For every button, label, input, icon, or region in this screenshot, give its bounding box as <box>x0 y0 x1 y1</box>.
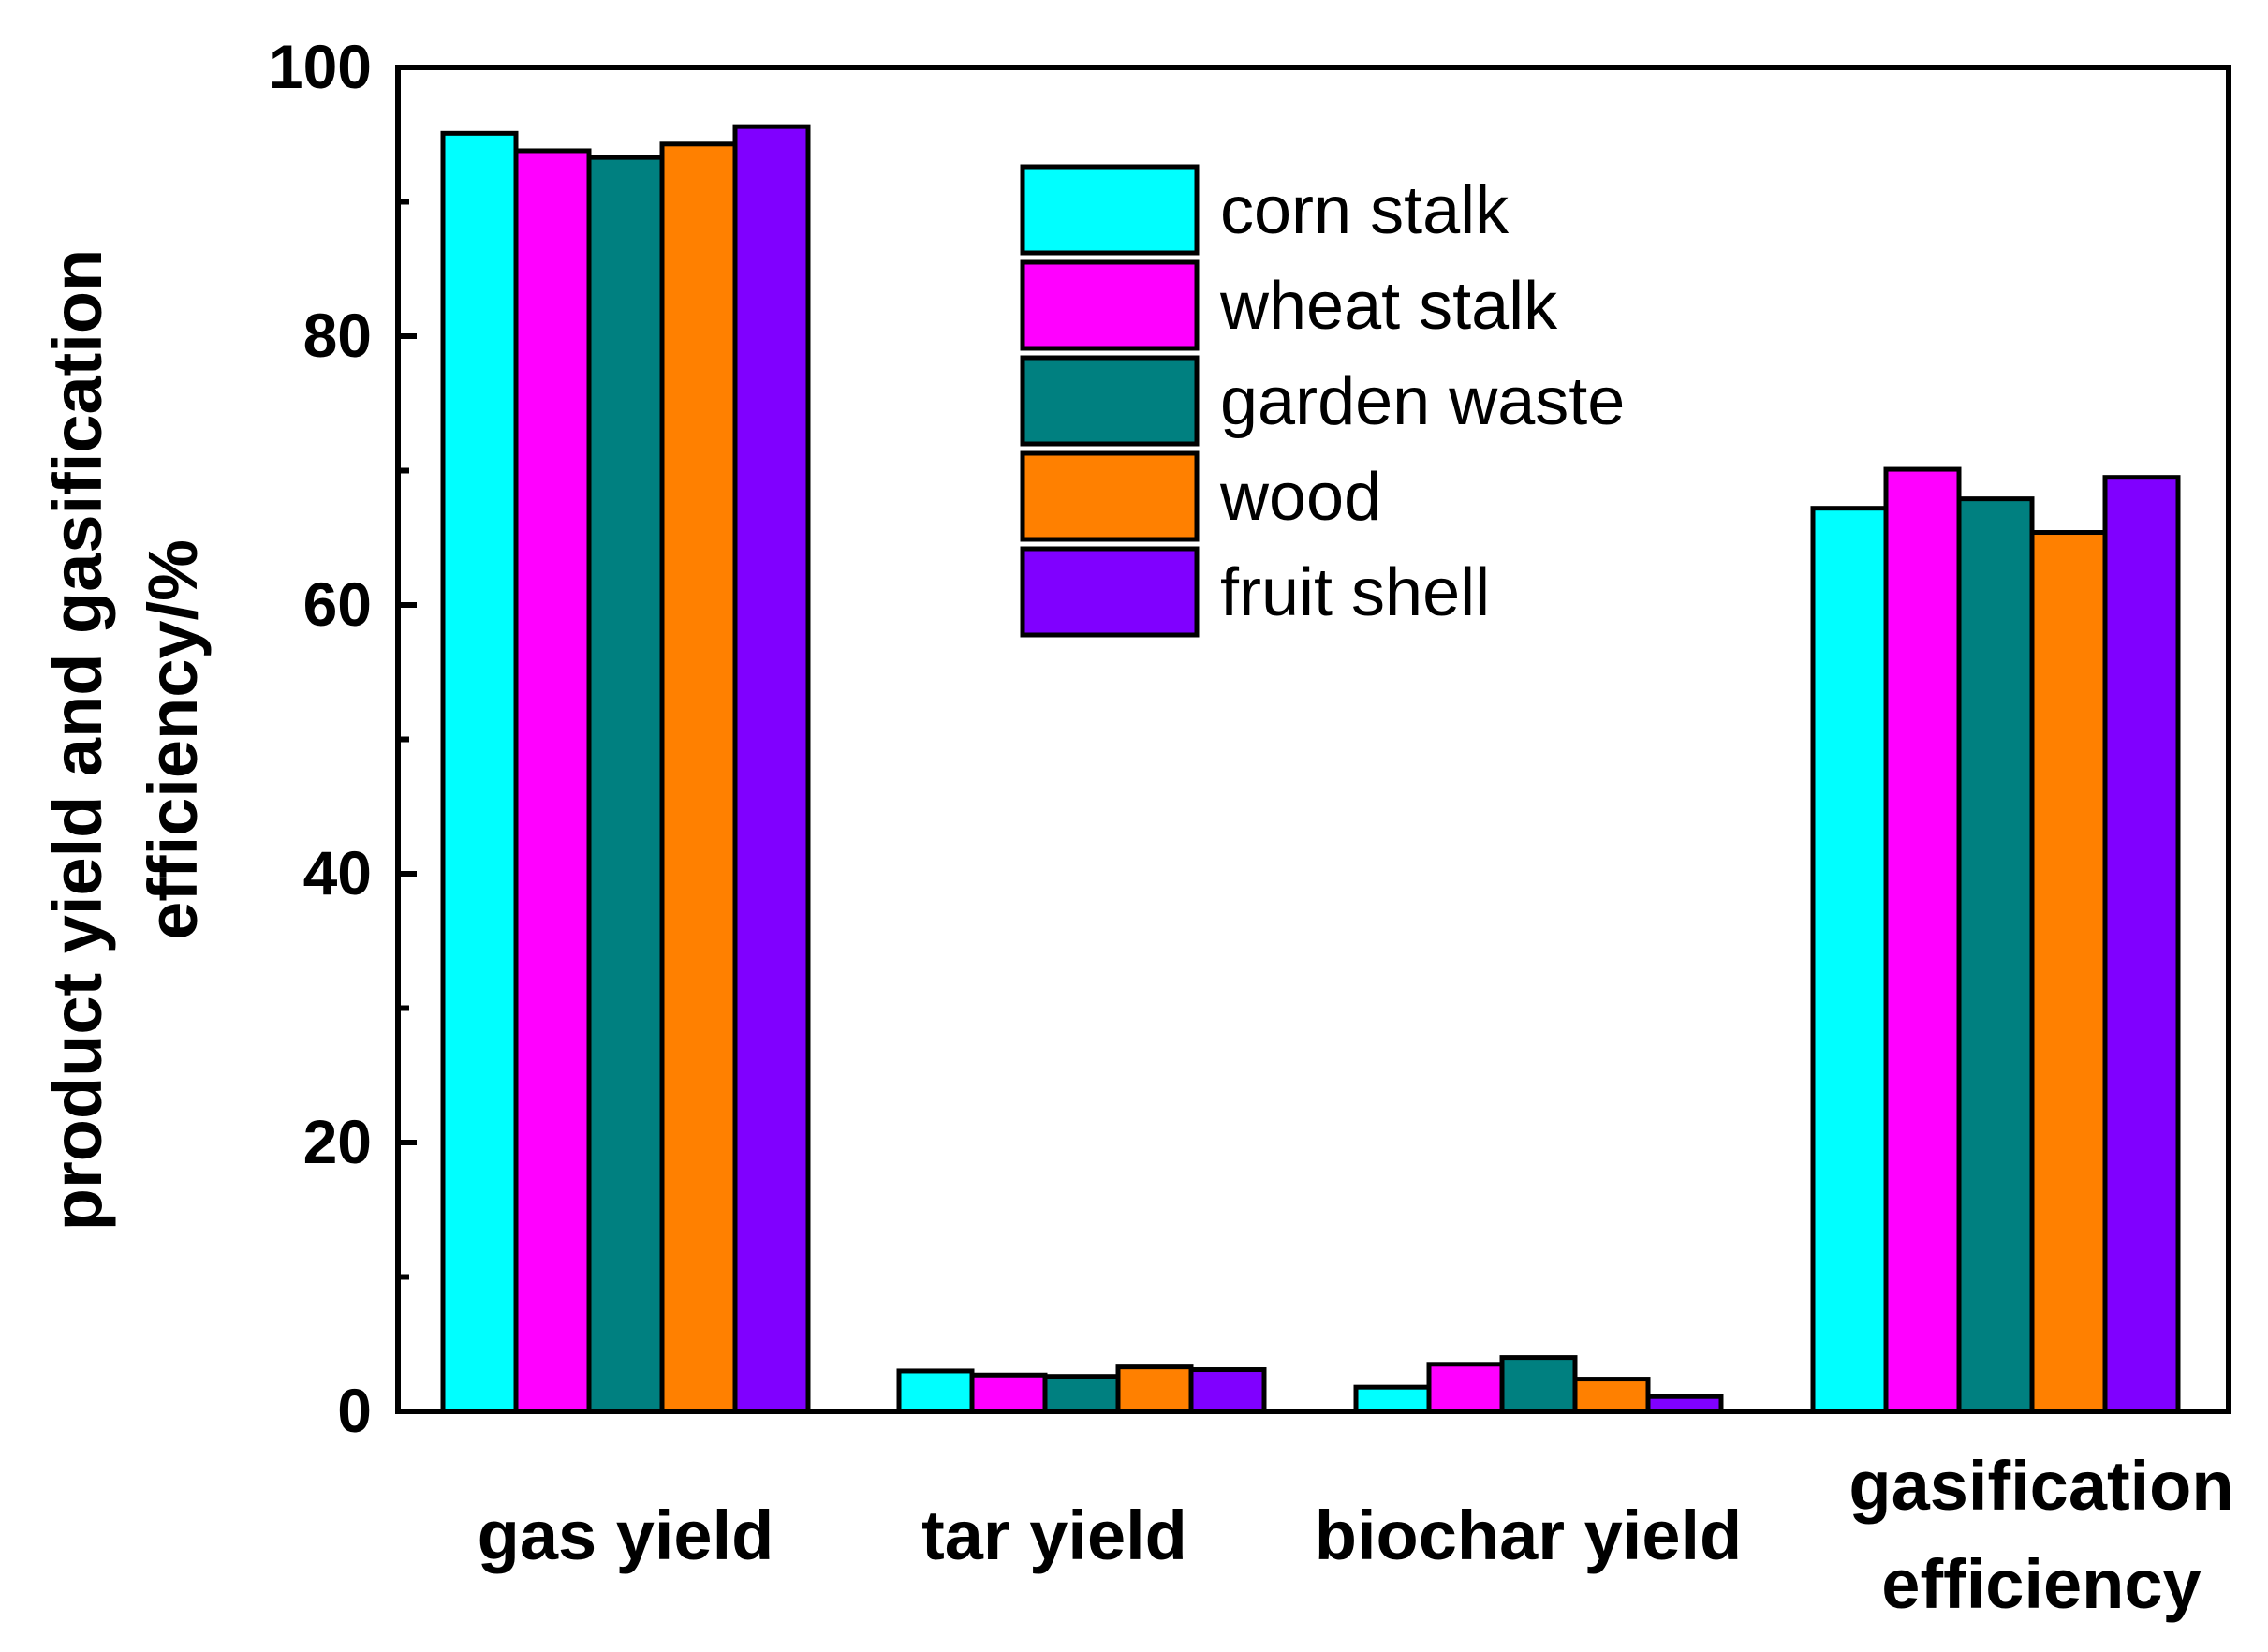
bar-wood-2 <box>1572 1377 1651 1414</box>
bar-wood-0 <box>659 141 738 1414</box>
y-tick-label: 80 <box>303 301 372 370</box>
y-axis-title-line: product yield and gasification <box>38 249 116 1231</box>
y-axis: 0 20 40 60 80 100 <box>269 32 417 1445</box>
bar-fruit-shell-1 <box>1188 1367 1267 1414</box>
bar-garden-waste-2 <box>1499 1355 1578 1414</box>
x-category-label: efficiency <box>1881 1545 2201 1623</box>
legend: corn stalk wheat stalk garden waste wood fru… <box>1020 164 1625 638</box>
y-tick-label: 60 <box>303 569 372 639</box>
legend-label: corn stalk <box>1220 173 1510 248</box>
bar-wheat-stalk-1 <box>969 1372 1048 1414</box>
x-axis: gas yield tar yield biochar yield gasificat… <box>478 1447 2234 1623</box>
y-axis-title-line: efficiency/% <box>134 539 212 940</box>
legend-label: garden waste <box>1220 364 1625 439</box>
legend-label: fruit shell <box>1220 555 1490 630</box>
x-category-label: gasification <box>1848 1447 2233 1525</box>
legend-swatch <box>1020 259 1200 351</box>
bar-wheat-stalk-2 <box>1426 1362 1505 1414</box>
bar-corn-stalk-1 <box>896 1368 975 1414</box>
bar-wood-3 <box>2029 530 2108 1414</box>
legend-label: wheat stalk <box>1219 269 1558 344</box>
bar-garden-waste-1 <box>1042 1374 1121 1414</box>
legend-label: wood <box>1219 460 1381 535</box>
x-category-label: gas yield <box>478 1497 774 1574</box>
legend-swatch <box>1020 355 1200 447</box>
x-category-label: biochar yield <box>1315 1497 1742 1574</box>
bar-fruit-shell-0 <box>732 124 811 1414</box>
bar-garden-waste-0 <box>586 155 665 1414</box>
bar-corn-stalk-3 <box>1810 506 1889 1414</box>
legend-swatch <box>1020 450 1200 542</box>
legend-swatch <box>1020 164 1200 256</box>
bar-corn-stalk-2 <box>1353 1384 1432 1414</box>
bar-wheat-stalk-3 <box>1883 466 1962 1414</box>
bar-fruit-shell-3 <box>2102 475 2181 1414</box>
bars-layer <box>440 124 2181 1414</box>
bar-corn-stalk-0 <box>440 130 519 1414</box>
y-tick-label: 20 <box>303 1107 372 1176</box>
bar-garden-waste-3 <box>1956 496 2035 1414</box>
y-tick-label: 0 <box>337 1376 372 1445</box>
y-tick-label: 40 <box>303 838 372 907</box>
bar-wheat-stalk-0 <box>513 148 592 1414</box>
y-axis-label: product yield and gasification efficiency… <box>38 249 212 1231</box>
legend-swatch <box>1020 546 1200 638</box>
y-tick-label: 100 <box>269 32 372 101</box>
x-category-label: tar yield <box>921 1497 1187 1574</box>
bar-wood-1 <box>1115 1364 1194 1414</box>
